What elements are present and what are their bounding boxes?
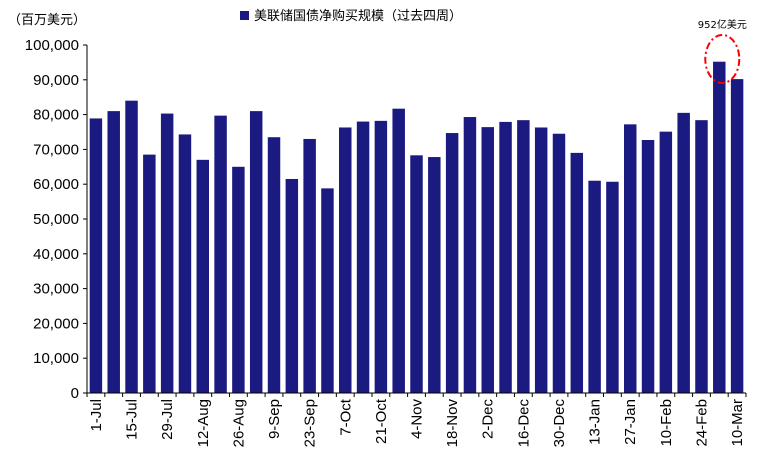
x-axis: 1-Jul 15-Jul 29-Jul 12-Aug 26-Aug 9-Sep 23-Sep… <box>86 392 747 448</box>
x-tick-label: 27-Jan <box>622 399 639 445</box>
bar <box>321 188 334 393</box>
bar <box>730 79 744 393</box>
bar <box>623 124 637 394</box>
bar <box>178 134 192 393</box>
bar <box>249 111 263 394</box>
x-tick-label: 7-Oct <box>337 398 354 436</box>
bar <box>552 133 566 394</box>
bar <box>232 166 245 393</box>
y-tick-label: 40,000 <box>33 246 79 263</box>
y-tick-label: 10,000 <box>33 350 79 367</box>
x-tick-label: 15-Jul <box>124 399 141 440</box>
y-axis: 0 10,000 20,000 30,000 40,000 50,000 60,000 70,… <box>25 37 88 402</box>
legend-swatch <box>240 11 249 20</box>
bar <box>606 181 619 393</box>
bar <box>160 113 174 393</box>
bars <box>89 61 744 394</box>
legend: 美联储国债净购买规模（过去四周） <box>240 8 462 24</box>
bar <box>428 157 441 393</box>
bar <box>445 133 459 393</box>
y-tick-label: 0 <box>71 385 79 402</box>
x-tick-label: 30-Dec <box>551 399 568 448</box>
bar <box>214 115 227 394</box>
x-tick-label: 12-Aug <box>195 399 212 447</box>
bar <box>534 127 548 393</box>
bar <box>588 180 601 393</box>
bar <box>374 120 388 393</box>
bar <box>659 131 673 394</box>
bar <box>499 121 512 394</box>
legend-label: 美联储国债净购买规模（过去四周） <box>254 8 462 24</box>
y-tick-label: 70,000 <box>33 141 79 158</box>
bar <box>107 111 120 394</box>
x-tick-label: 10-Mar <box>729 399 746 447</box>
bar <box>356 121 370 393</box>
y-tick-label: 50,000 <box>33 211 79 228</box>
annotation-label: 952亿美元 <box>698 18 747 31</box>
x-tick-label: 21-Oct <box>373 398 390 444</box>
x-tick-label: 24-Feb <box>693 399 710 447</box>
y-tick-label: 30,000 <box>33 281 79 298</box>
x-tick-label: 9-Sep <box>266 399 283 439</box>
y-tick-label: 20,000 <box>33 315 79 332</box>
bar <box>713 61 726 393</box>
annotation: 952亿美元 <box>698 18 747 84</box>
x-tick-label: 1-Jul <box>88 399 105 432</box>
x-tick-label: 10-Feb <box>658 399 675 447</box>
y-tick-label: 100,000 <box>25 37 79 54</box>
unit-label: （百万美元） <box>8 13 86 28</box>
bar <box>392 108 405 394</box>
bar <box>196 159 210 393</box>
x-tick-label: 13-Jan <box>587 399 604 445</box>
y-tick-label: 60,000 <box>33 176 79 193</box>
bar <box>143 154 156 393</box>
bar <box>89 118 103 393</box>
y-tick-label: 80,000 <box>33 107 79 124</box>
x-tick-label: 29-Jul <box>159 399 176 440</box>
bar <box>641 140 655 393</box>
x-tick-label: 2-Dec <box>480 399 497 440</box>
bar <box>410 155 423 393</box>
y-tick-label: 90,000 <box>33 72 79 89</box>
x-tick-label: 18-Nov <box>444 399 461 448</box>
bar <box>267 137 281 393</box>
highlight-circle <box>704 34 741 84</box>
bar <box>517 120 530 393</box>
bar <box>463 117 477 393</box>
bar <box>481 127 494 394</box>
bar <box>303 138 316 393</box>
bar <box>339 127 352 393</box>
x-tick-label: 26-Aug <box>230 399 247 447</box>
bar <box>125 100 138 394</box>
bar <box>677 112 690 394</box>
bar <box>695 120 708 393</box>
x-tick-label: 4-Nov <box>409 399 426 440</box>
bar <box>285 178 299 393</box>
x-tick-label: 23-Sep <box>302 399 319 447</box>
x-tick-label: 16-Dec <box>515 399 532 448</box>
bar <box>570 152 584 393</box>
